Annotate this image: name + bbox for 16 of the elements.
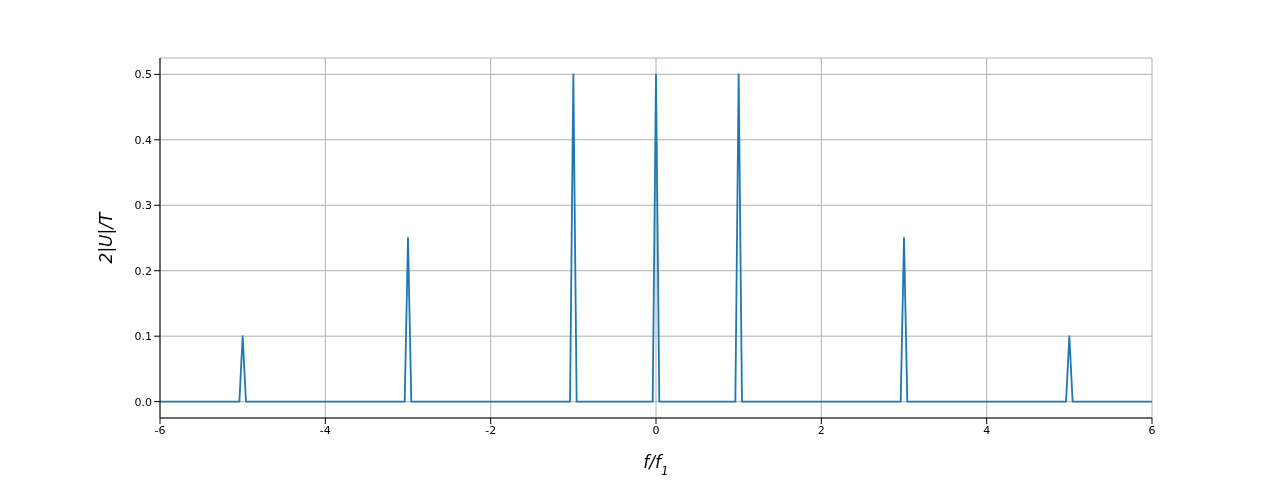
y-tick-label: 0.0 xyxy=(134,395,152,409)
x-tick-label: 2 xyxy=(817,423,825,437)
y-tick-label: 0.1 xyxy=(134,330,152,344)
y-tick-label: 0.3 xyxy=(134,199,152,213)
y-tick-label: 0.4 xyxy=(134,133,152,147)
y-tick-label: 0.5 xyxy=(134,68,152,82)
y-axis-title: 2|U|/T xyxy=(96,210,116,264)
x-axis-title: f/f$_{1}$ xyxy=(643,452,669,478)
line-series xyxy=(160,73,1152,403)
x-tick-label: 0 xyxy=(652,423,660,437)
x-tick-label: -6 xyxy=(154,423,166,437)
x-tick-label: 6 xyxy=(1148,423,1156,437)
x-tick-label: -4 xyxy=(319,423,331,437)
y-tick-label: 0.2 xyxy=(134,264,152,278)
x-tick-label: -2 xyxy=(485,423,497,437)
x-tick-label: 4 xyxy=(983,423,991,437)
